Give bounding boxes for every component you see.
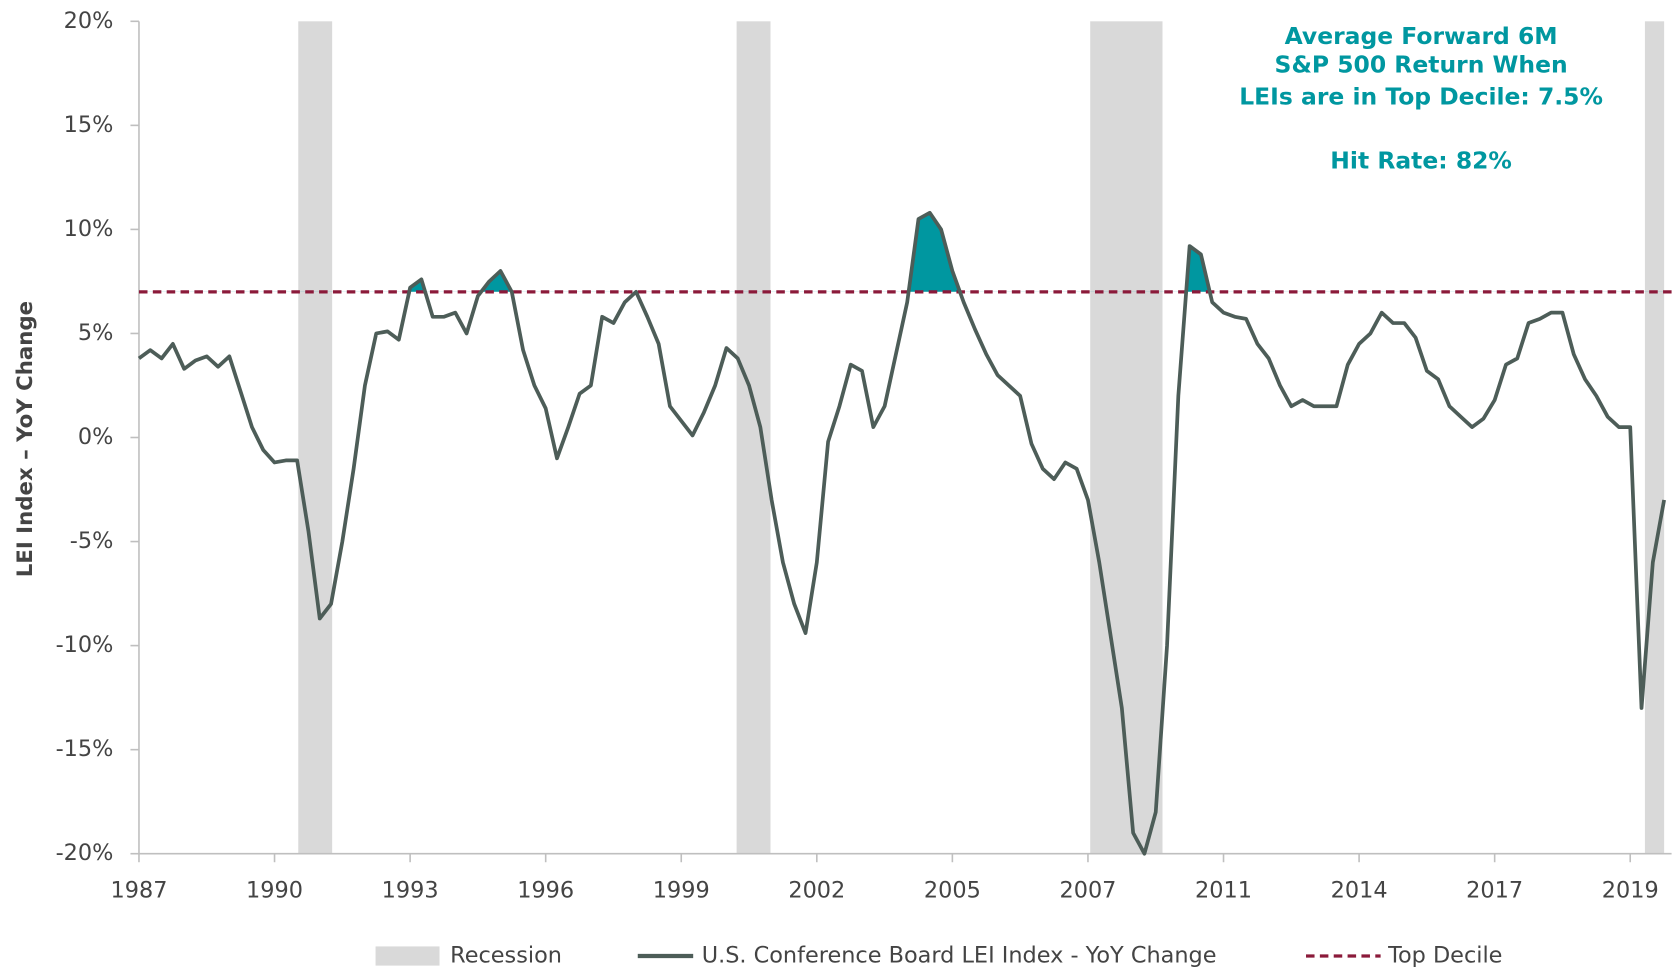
annotation: Average Forward 6M: [1285, 22, 1558, 50]
top-decile-highlight: [138, 212, 1665, 292]
y-tick-label: -10%: [56, 632, 114, 658]
y-tick-label: -15%: [56, 736, 114, 762]
x-tick-label: 2007: [1059, 878, 1116, 904]
x-tick-label: 2002: [788, 878, 845, 904]
recession-band: [1090, 21, 1163, 854]
x-tick-label: 1987: [110, 878, 167, 904]
y-tick-label: 10%: [64, 216, 114, 242]
legend-label: U.S. Conference Board LEI Index - YoY Ch…: [702, 943, 1217, 969]
lei-line: [137, 210, 1666, 856]
y-tick-label: 5%: [78, 320, 114, 346]
y-tick-label: -5%: [70, 528, 114, 554]
legend-swatch: [375, 946, 440, 966]
x-tick-label: 2014: [1331, 878, 1388, 904]
recession-band: [736, 21, 771, 854]
x-tick-label: 1996: [517, 878, 574, 904]
annotation: S&P 500 Return When: [1275, 51, 1568, 79]
x-tick-label: 2017: [1466, 878, 1523, 904]
annotation: LEIs are in Top Decile: 7.5%: [1239, 83, 1603, 111]
x-tick-label: 1999: [653, 878, 710, 904]
legend-label: Recession: [450, 943, 562, 969]
legend-label: Top Decile: [1387, 943, 1502, 969]
y-tick-label: 15%: [64, 112, 114, 138]
y-tick-label: 0%: [78, 424, 114, 450]
y-axis-label: LEI Index – YoY Change: [13, 301, 38, 577]
recession-band: [1644, 21, 1665, 854]
x-tick-label: 2005: [924, 878, 981, 904]
annotation: Hit Rate: 82%: [1330, 147, 1512, 175]
y-tick-label: -20%: [56, 840, 114, 866]
recession-band: [298, 21, 333, 854]
x-tick-label: 2019: [1602, 878, 1659, 904]
x-tick-label: 1993: [382, 878, 439, 904]
x-tick-label: 2011: [1195, 878, 1252, 904]
y-tick-label: 20%: [64, 8, 114, 34]
x-tick-label: 1990: [246, 878, 303, 904]
